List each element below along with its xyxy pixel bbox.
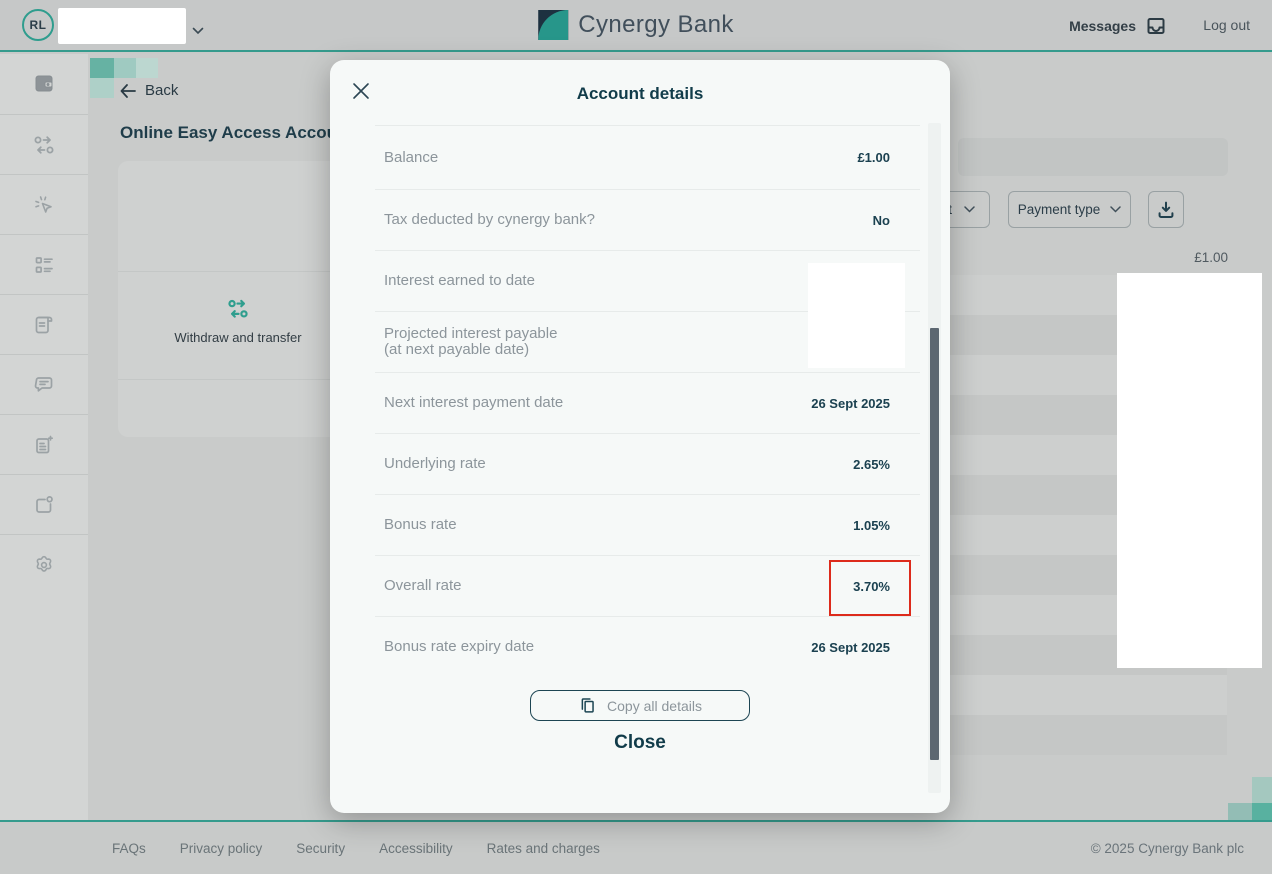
deco-square <box>1252 803 1272 820</box>
copyright-text: © 2025 Cynergy Bank plc <box>1090 841 1244 856</box>
detail-row-tax-deducted: Tax deducted by cynergy bank? No <box>375 189 920 250</box>
deco-square <box>90 58 114 78</box>
scrollbar-thumb[interactable] <box>930 328 939 760</box>
table-row <box>950 675 1227 715</box>
redaction-overlay <box>1117 273 1262 668</box>
payment-type-dropdown[interactable]: Payment type <box>1008 191 1131 228</box>
sidebar-item-statements-icon[interactable] <box>0 294 88 354</box>
redaction-overlay <box>808 263 905 368</box>
search-bar-placeholder[interactable] <box>958 138 1228 176</box>
modal-close-link[interactable]: Close <box>614 732 666 753</box>
sidebar-item-settings-gear-icon[interactable] <box>0 534 88 594</box>
withdraw-transfer-button[interactable]: Withdraw and transfer <box>158 296 318 345</box>
deco-square <box>136 58 158 78</box>
messages-button[interactable]: Messages <box>1069 14 1168 38</box>
brand-name: Cynergy Bank <box>578 11 734 38</box>
download-button[interactable] <box>1148 191 1184 228</box>
deco-square <box>90 78 114 98</box>
copy-icon <box>581 698 594 713</box>
brand-logo: Cynergy Bank <box>538 10 734 40</box>
detail-row-next-payment-date: Next interest payment date 26 Sept 2025 <box>375 372 920 433</box>
cynergy-logo-icon <box>538 10 569 40</box>
sidebar-nav <box>0 54 88 822</box>
deco-square <box>114 58 136 78</box>
detail-row-interest-earned: Interest earned to date <box>375 250 920 311</box>
sidebar-item-document-new-icon[interactable] <box>0 414 88 474</box>
deco-square <box>1228 803 1252 820</box>
modal-scrollbar <box>928 123 941 793</box>
footer-link-security[interactable]: Security <box>296 841 346 856</box>
footer-link-privacy[interactable]: Privacy policy <box>179 841 263 856</box>
footer: FAQs Privacy policy Security Accessibili… <box>0 820 1272 874</box>
footer-links: FAQs Privacy policy Security Accessibili… <box>112 841 600 856</box>
footer-link-accessibility[interactable]: Accessibility <box>379 841 453 856</box>
detail-row-bonus-expiry: Bonus rate expiry date 26 Sept 2025 <box>375 616 920 677</box>
account-details-modal: Account details Balance £1.00 Tax deduct… <box>330 60 950 813</box>
sidebar-item-transfers-icon[interactable] <box>0 114 88 174</box>
detail-row-bonus-rate: Bonus rate 1.05% <box>375 494 920 555</box>
sidebar-item-accounts-wallet-icon[interactable] <box>0 54 88 114</box>
modal-title: Account details <box>576 84 704 103</box>
inbox-icon <box>1147 18 1165 34</box>
sidebar-item-list-icon[interactable] <box>0 234 88 294</box>
deco-square <box>1252 777 1272 803</box>
copy-all-details-button[interactable]: Copy all details <box>530 690 750 721</box>
transfer-icon <box>228 299 248 318</box>
close-icon[interactable] <box>352 82 370 100</box>
page-title: Online Easy Access Account <box>120 123 354 142</box>
sidebar-item-quick-actions-icon[interactable] <box>0 174 88 234</box>
download-icon <box>1158 201 1174 218</box>
detail-row-overall-rate: Overall rate 3.70% <box>375 555 920 616</box>
chevron-down-icon[interactable] <box>192 22 204 40</box>
account-name-redacted <box>58 8 186 44</box>
detail-row-underlying-rate: Underlying rate 2.65% <box>375 433 920 494</box>
logout-button[interactable]: Log out <box>1203 17 1250 33</box>
arrow-left-icon <box>120 83 136 98</box>
transactions-balance: £1.00 <box>1194 250 1228 265</box>
footer-link-faqs[interactable]: FAQs <box>112 841 146 856</box>
detail-row-balance: Balance £1.00 <box>375 125 920 189</box>
chevron-down-icon <box>1110 206 1122 213</box>
sidebar-item-products-icon[interactable] <box>0 474 88 534</box>
top-header: RL Cynergy Bank Messages Log out <box>0 0 1272 52</box>
avatar[interactable]: RL <box>22 9 54 41</box>
chevron-down-icon <box>964 206 975 213</box>
messages-label: Messages <box>1069 18 1136 34</box>
table-row <box>950 715 1227 755</box>
account-details-rows: Balance £1.00 Tax deducted by cynergy ba… <box>375 125 920 677</box>
sidebar-item-chat-icon[interactable] <box>0 354 88 414</box>
footer-link-rates[interactable]: Rates and charges <box>486 841 600 856</box>
back-button[interactable]: Back <box>120 82 178 99</box>
detail-row-projected-interest: Projected interest payable (at next payab… <box>375 311 920 372</box>
